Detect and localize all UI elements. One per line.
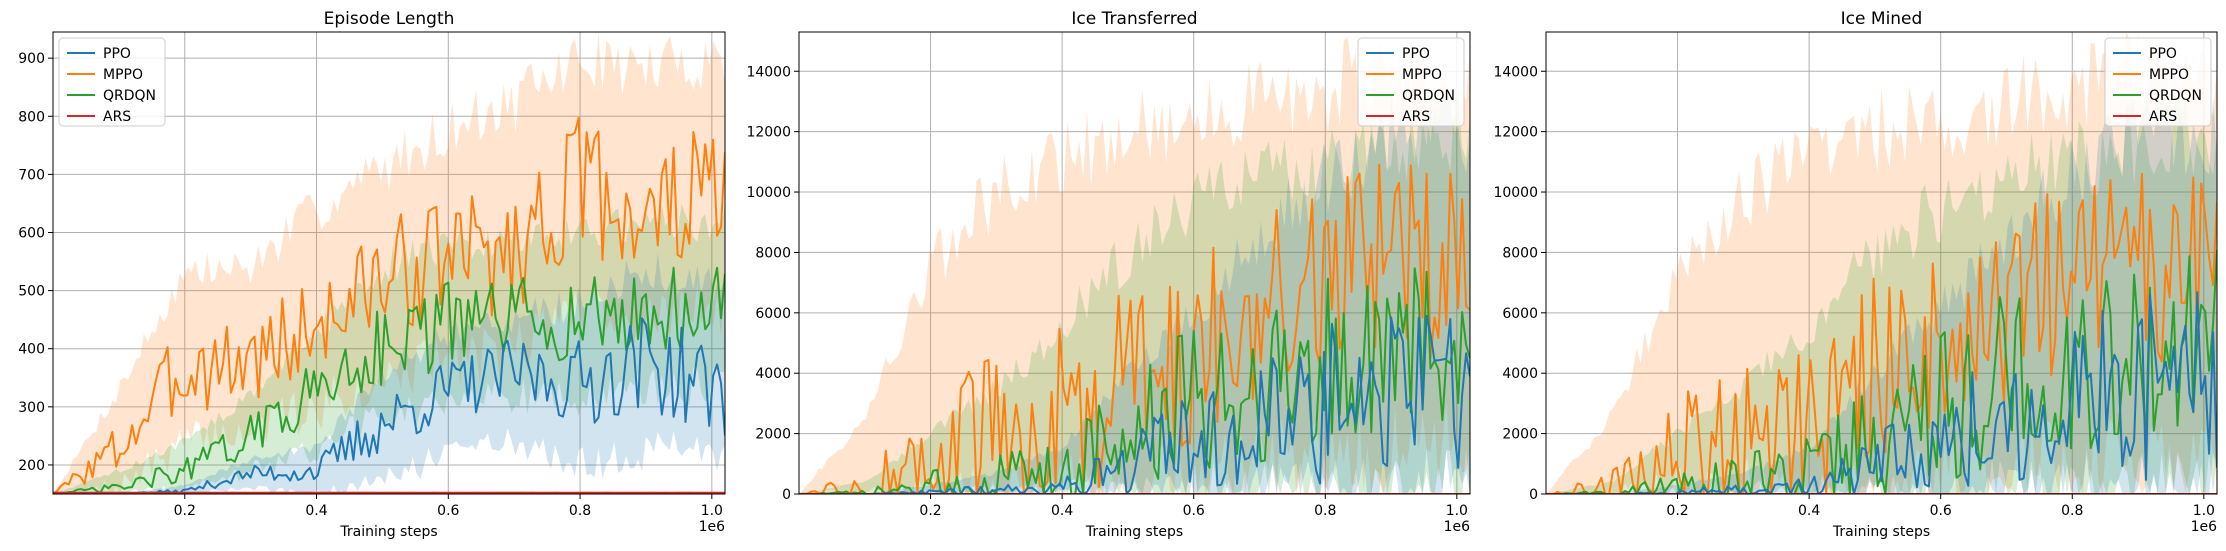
x-tick-label: 1.0 [1446,503,1468,519]
x-tick-label: 0.2 [1666,503,1688,519]
legend-label: QRDQN [1402,88,1455,104]
y-tick-label: 2000 [1502,427,1538,443]
y-tick-label: 12000 [1493,125,1538,141]
x-tick-label: 0.8 [569,503,591,519]
y-tick-label: 200 [18,458,45,474]
y-tick-label: 10000 [1493,185,1538,201]
x-tick-label: 0.4 [305,503,327,519]
legend-label: MPPO [2149,67,2189,83]
x-tick-label: 0.6 [1930,503,1952,519]
legend-label: PPO [1402,46,1430,62]
legend-label: PPO [103,46,131,62]
legend: PPO MPPO QRDQN ARS [58,37,166,127]
legend-box [2104,37,2212,127]
x-tick-label: 1.0 [701,503,723,519]
y-tick-label: 300 [18,400,45,416]
x-axis-label: Training steps [339,524,437,540]
band-mppo [1546,32,2217,494]
legend-label: QRDQN [2149,88,2202,104]
plot-area [53,32,725,494]
x-tick-label: 0.2 [174,503,196,519]
legend-label: PPO [2149,46,2177,62]
legend-box [58,37,166,127]
legend-box [1357,37,1465,127]
axes-frame [1545,31,2218,495]
legend-label: ARS [2149,109,2177,125]
x-scale-text: 1e6 [699,519,726,535]
y-tick-label: 400 [18,342,45,358]
series-line-qrdqn [53,266,725,494]
legend: PPO MPPO QRDQN ARS [1357,37,1465,127]
legend-label: MPPO [103,67,143,83]
x-tick-label: 0.6 [1183,503,1205,519]
y-tick-label: 800 [18,109,45,125]
y-tick-label: 900 [18,51,45,67]
legend-label: ARS [103,109,131,125]
x-tick-label: 0.8 [1314,503,1336,519]
chart-panel-0: 0.2 0.4 0.6 0.8 1.0 200 300 400 500 600 700 800 900 E… [18,9,726,540]
y-tick-label: 0 [1529,487,1538,503]
x-tick-label: 0.6 [437,503,459,519]
band-ppo [799,87,1470,494]
y-tick-label: 14000 [746,64,791,80]
band-qrdqn [799,92,1470,494]
y-tick-label: 14000 [1493,64,1538,80]
y-tick-label: 4000 [755,366,791,382]
legend-label: QRDQN [103,88,156,104]
x-axis-label: Training steps [1085,524,1183,540]
x-tick-label: 0.4 [1798,503,1820,519]
x-tick-label: 0.2 [919,503,941,519]
x-scale-text: 1e6 [2191,519,2218,535]
chart-panel-1: 0.2 0.4 0.6 0.8 1.0 0 2000 4000 6000 8000 10000 120… [746,9,1471,540]
y-tick-label: 700 [18,167,45,183]
band-qrdqn [53,203,725,494]
x-tick-label: 1.0 [2193,503,2215,519]
y-tick-label: 8000 [755,245,791,261]
series-line-mppo [799,163,1470,494]
band-ppo [1546,86,2217,494]
band-ppo [53,253,725,494]
legend-label: ARS [1402,109,1430,125]
chart-title: Ice Mined [1841,9,1923,29]
x-axis-label: Training steps [1832,524,1930,540]
x-tick-label: 0.8 [2061,503,2083,519]
series-line-mppo [53,116,725,494]
y-tick-label: 0 [782,487,791,503]
y-tick-label: 8000 [1502,245,1538,261]
y-tick-label: 500 [18,284,45,300]
axes-frame [52,31,726,495]
y-tick-label: 10000 [746,185,791,201]
chart-panel-2: 0.2 0.4 0.6 0.8 1.0 0 2000 4000 6000 8000 10000 120… [1493,9,2218,540]
plot-area [799,37,1470,494]
y-tick-label: 2000 [755,427,791,443]
y-tick-label: 6000 [755,306,791,322]
legend-label: MPPO [1402,67,1442,83]
series-line-mppo [1546,172,2217,494]
series-line-ppo [53,317,725,494]
band-qrdqn [1546,94,2217,494]
y-tick-label: 4000 [1502,366,1538,382]
y-tick-label: 12000 [746,125,791,141]
x-scale-text: 1e6 [1444,519,1471,535]
series-line-qrdqn [799,267,1470,494]
axes-frame [798,31,1471,495]
x-tick-label: 0.4 [1051,503,1073,519]
chart-title: Episode Length [324,9,455,29]
y-tick-label: 600 [18,225,45,241]
legend: PPO MPPO QRDQN ARS [2104,37,2212,127]
y-tick-label: 6000 [1502,306,1538,322]
chart-title: Ice Transferred [1071,9,1197,29]
